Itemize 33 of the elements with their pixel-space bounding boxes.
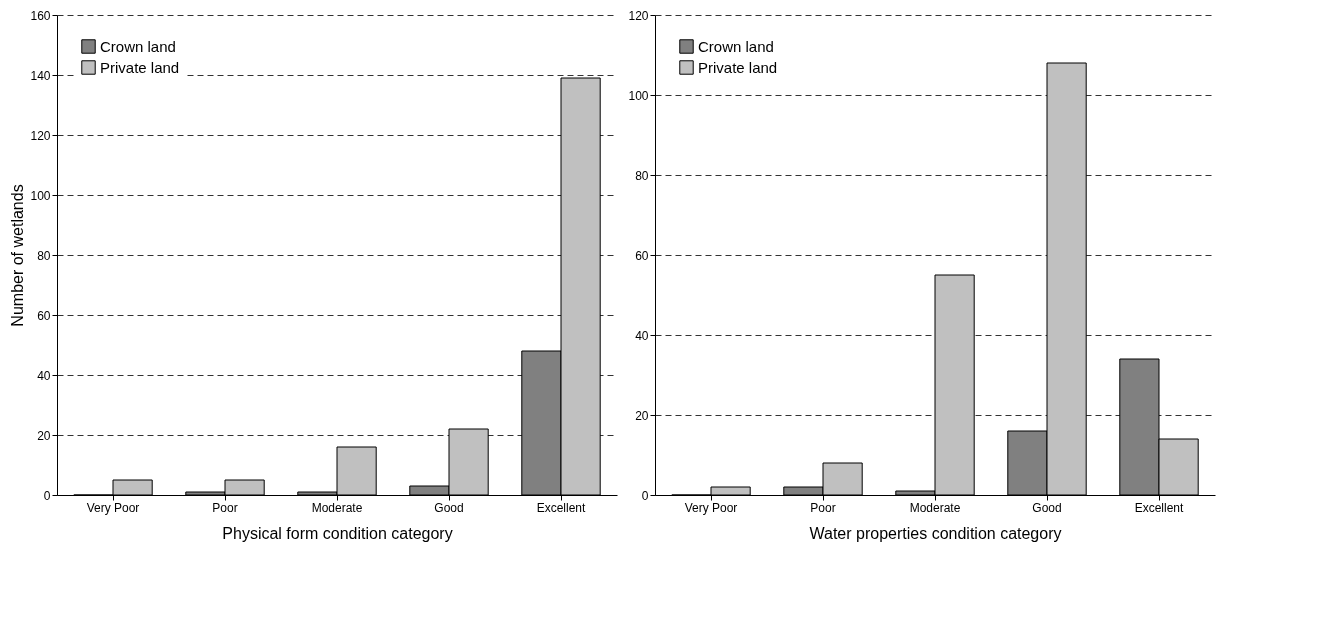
x-tick-label: Moderate	[311, 500, 363, 515]
y-tick-label: 40	[635, 328, 649, 343]
y-tick-label: 120	[30, 128, 51, 143]
x-tick-label: Poor	[212, 500, 238, 515]
y-tick-label: 100	[628, 88, 649, 103]
y-tick-label: 100	[30, 188, 51, 203]
legend-label: Private land	[100, 58, 180, 76]
x-tick-label: Poor	[810, 500, 836, 515]
x-tick-label: Excellent	[1134, 500, 1185, 515]
y-tick-label: 60	[635, 248, 649, 263]
y-axis-title: Number of wetlands	[9, 184, 27, 327]
y-tick-label: 80	[37, 248, 51, 263]
y-tick-label: 40	[37, 368, 51, 383]
y-tick-label: 80	[635, 168, 649, 183]
y-tick-label: 20	[37, 428, 51, 443]
y-tick-label: 60	[37, 308, 51, 323]
x-tick-label: Very Poor	[86, 500, 140, 515]
y-tick-label: 120	[628, 8, 649, 23]
y-tick-label: 0	[641, 488, 649, 503]
x-axis-title: Physical form condition category	[222, 524, 453, 542]
legend-label: Crown land	[100, 37, 176, 55]
x-tick-label: Excellent	[536, 500, 587, 515]
y-tick-label: 0	[43, 488, 51, 503]
y-tick-label: 140	[30, 68, 51, 83]
x-tick-label: Good	[1032, 500, 1062, 515]
y-tick-label: 20	[635, 408, 649, 423]
y-tick-label: 160	[30, 8, 51, 23]
x-tick-label: Good	[434, 500, 464, 515]
x-tick-label: Moderate	[909, 500, 961, 515]
x-tick-label: Very Poor	[684, 500, 738, 515]
legend-label: Crown land	[698, 37, 774, 55]
x-axis-title: Water properties condition category	[809, 524, 1062, 542]
legend-label: Private land	[698, 58, 778, 76]
